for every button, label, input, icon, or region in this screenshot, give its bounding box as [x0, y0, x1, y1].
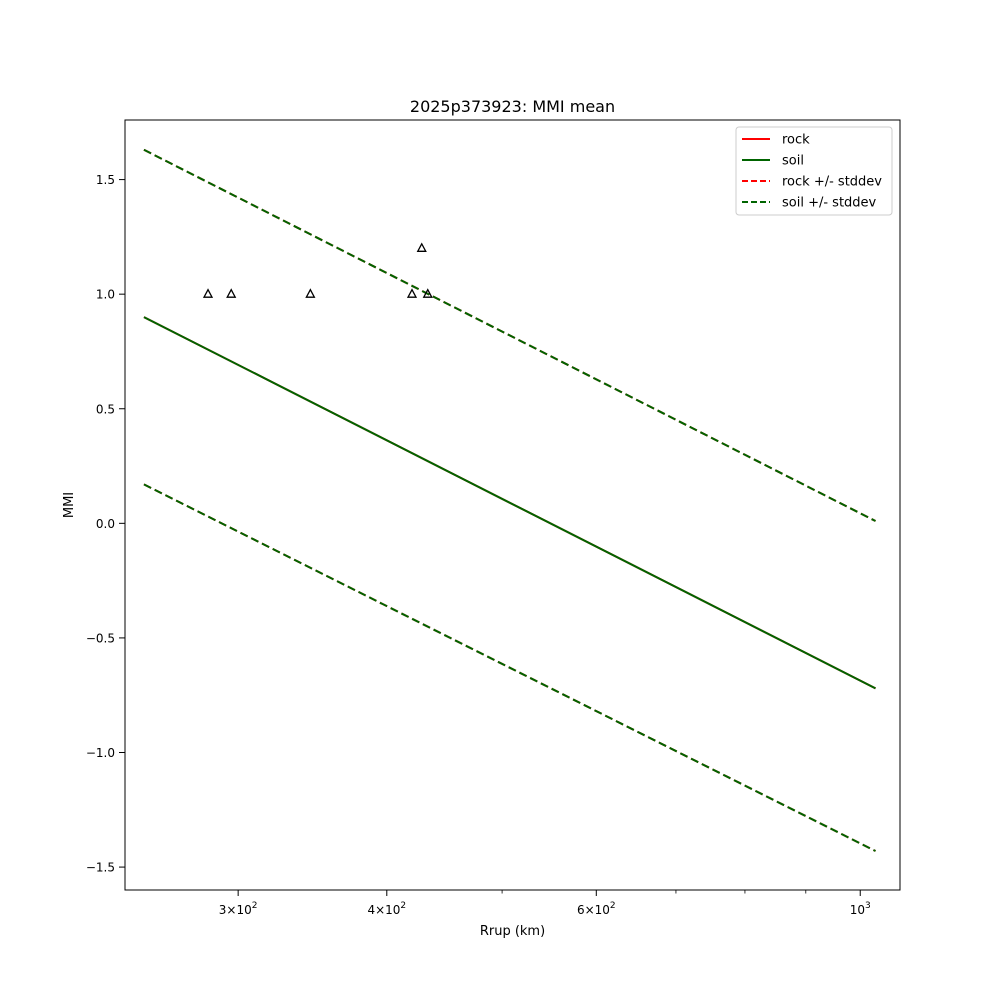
- observation-point: [226, 288, 237, 298]
- y-tick-label: −0.5: [86, 631, 115, 645]
- plot-area: [143, 148, 876, 852]
- y-tick-label: 1.5: [96, 173, 115, 187]
- y-tick-label: 0.5: [96, 402, 115, 416]
- x-tick-label: 3×102: [219, 901, 258, 917]
- observation-point: [416, 242, 427, 252]
- legend-label-soil: soil: [782, 154, 804, 169]
- y-axis: 1.5 1.0 0.5 0.0 −0.5 −1.0 −1.5: [86, 173, 125, 875]
- observation-point: [406, 288, 418, 298]
- series-line-soil-stddev-lower: [143, 483, 876, 852]
- legend-box: [735, 126, 893, 216]
- y-axis-label: MMI: [62, 492, 77, 518]
- observation-point: [202, 288, 214, 298]
- series-line-soil: [143, 316, 876, 690]
- y-tick-label: −1.5: [86, 861, 115, 875]
- series-line-soil-stddev-upper: [143, 148, 876, 522]
- legend-label-rock: rock: [782, 133, 810, 148]
- x-tick-label: 6×102: [577, 901, 616, 917]
- x-axis: 3×102 4×102 6×102 103: [219, 890, 871, 917]
- x-tick-label: 103: [850, 901, 871, 917]
- y-tick-label: 0.0: [96, 517, 115, 531]
- observation-point: [305, 288, 316, 298]
- x-axis-label: Rrup (km): [480, 924, 545, 939]
- observation-point: [422, 288, 433, 298]
- plot-frame: [124, 119, 901, 891]
- x-tick-label: 4×102: [367, 901, 406, 917]
- chart-title: 2025p373923: MMI mean: [410, 97, 615, 116]
- y-tick-label: 1.0: [96, 288, 115, 302]
- y-tick-label: −1.0: [86, 746, 115, 760]
- legend-label-rock-stddev: rock +/- stddev: [782, 175, 882, 190]
- legend: rock soil rock +/- stddev soil +/- stddev: [735, 126, 893, 216]
- legend-label-soil-stddev: soil +/- stddev: [782, 196, 877, 211]
